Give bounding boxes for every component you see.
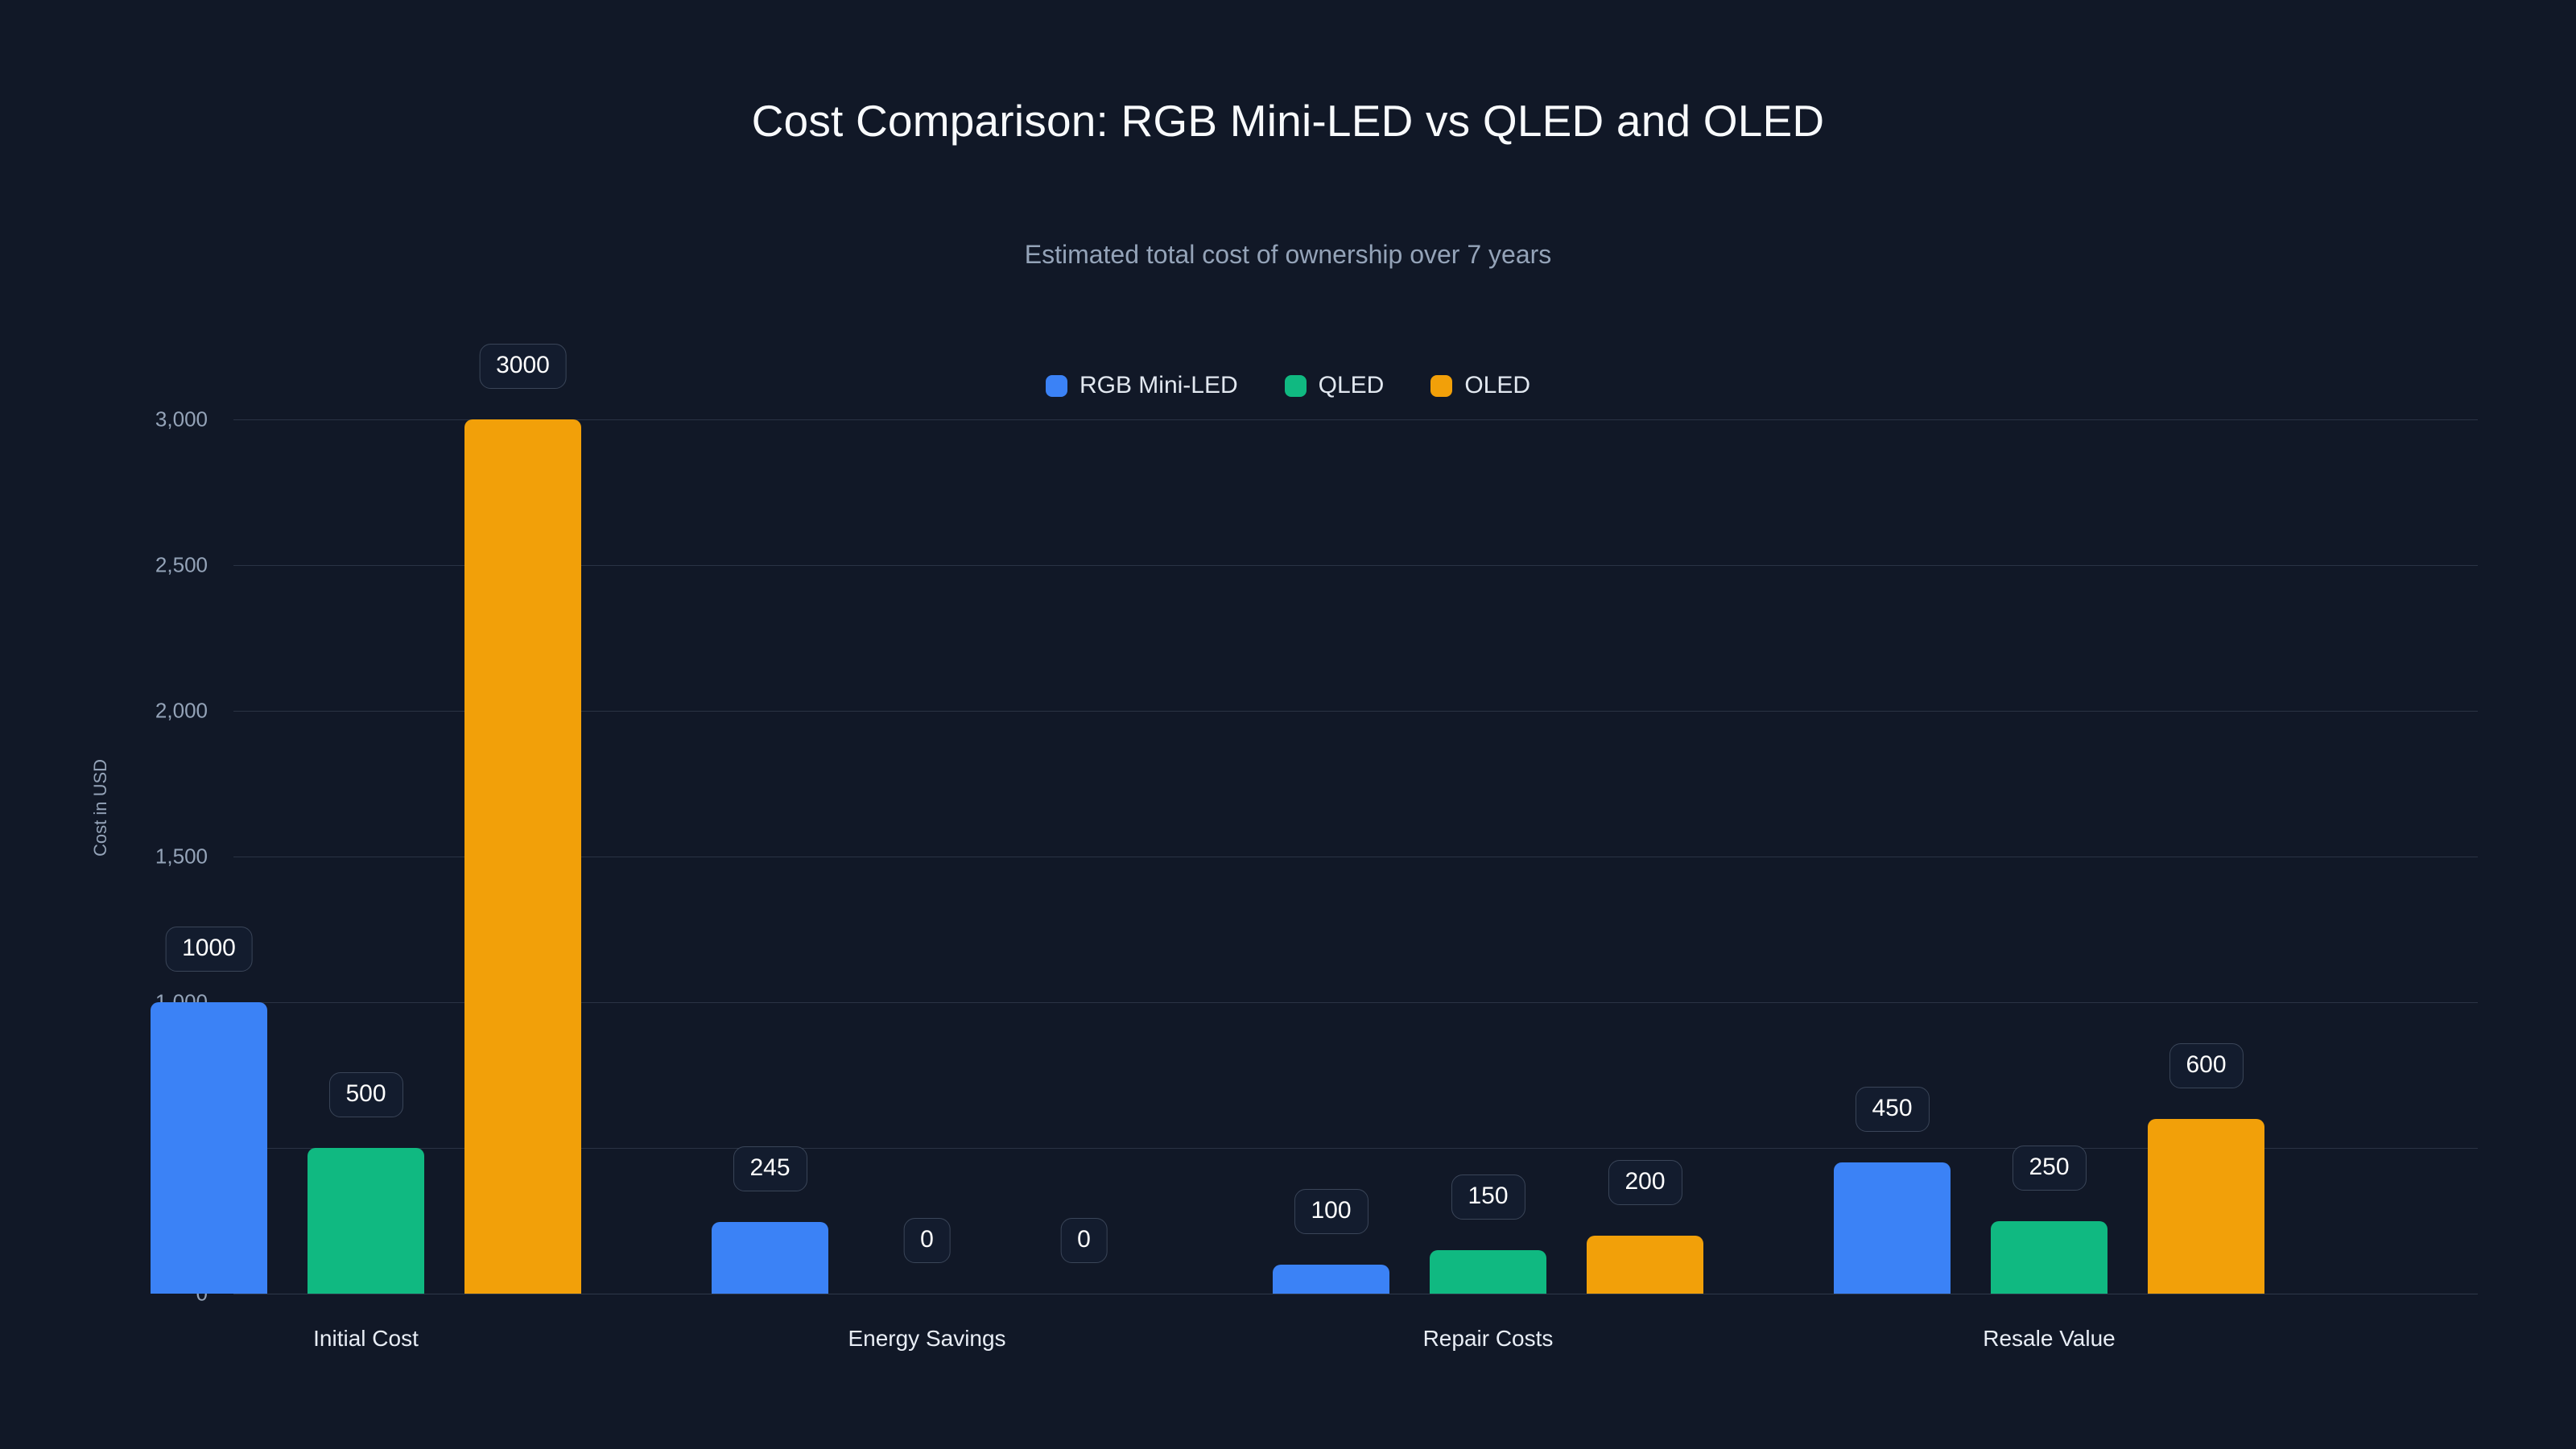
bar-value-label: 0 xyxy=(903,1218,951,1263)
chart-legend: RGB Mini-LED QLED OLED xyxy=(0,372,2576,399)
bar-value-label: 150 xyxy=(1451,1174,1525,1220)
bar-value-label: 200 xyxy=(1608,1159,1682,1205)
bar-value-label: 250 xyxy=(2012,1145,2087,1191)
bar[interactable] xyxy=(1430,1249,1546,1294)
gridline xyxy=(233,711,2478,712)
bar-value-label: 0 xyxy=(1060,1218,1108,1263)
x-axis-category-label: Repair Costs xyxy=(1422,1326,1554,1351)
gridline xyxy=(233,419,2478,420)
y-axis-tick-label: 2,000 xyxy=(155,698,208,723)
bar[interactable] xyxy=(151,1002,267,1294)
x-axis-category-label: Energy Savings xyxy=(848,1326,1006,1351)
legend-swatch-icon xyxy=(1045,374,1067,397)
x-axis-category-label: Resale Value xyxy=(1983,1326,2116,1351)
legend-label: RGB Mini-LED xyxy=(1079,372,1238,398)
x-axis-category-label: Initial Cost xyxy=(313,1326,419,1351)
y-axis-tick-label: 3,000 xyxy=(155,407,208,431)
chart-title: Cost Comparison: RGB Mini-LED vs QLED an… xyxy=(751,96,1825,146)
bar-value-label: 600 xyxy=(2169,1042,2244,1088)
y-axis-tick-label: 1,500 xyxy=(155,844,208,869)
bar-value-label: 3000 xyxy=(479,344,567,389)
y-axis-tick-label: 2,500 xyxy=(155,552,208,577)
bar[interactable] xyxy=(464,419,581,1294)
bar[interactable] xyxy=(308,1148,424,1294)
legend-label: OLED xyxy=(1464,372,1531,398)
bar-value-label: 450 xyxy=(1855,1087,1930,1133)
bar[interactable] xyxy=(2148,1118,2264,1294)
plot-area: 05001,0001,5002,0002,5003,00010005003000… xyxy=(151,344,2478,1351)
bar-value-label: 100 xyxy=(1294,1188,1368,1234)
bar[interactable] xyxy=(1834,1162,1951,1294)
bar[interactable] xyxy=(712,1222,828,1294)
legend-label: QLED xyxy=(1318,372,1385,398)
gridline xyxy=(233,1148,2478,1149)
chart-subtitle: Estimated total cost of ownership over 7… xyxy=(1024,240,1552,269)
y-axis-title: Cost in USD xyxy=(90,758,110,857)
legend-item-oled[interactable]: OLED xyxy=(1430,372,1530,399)
legend-item-rgb-mini-led[interactable]: RGB Mini-LED xyxy=(1045,372,1238,399)
legend-swatch-icon xyxy=(1284,374,1307,397)
gridline xyxy=(233,565,2478,566)
legend-item-qled[interactable]: QLED xyxy=(1284,372,1385,399)
bar[interactable] xyxy=(1587,1235,1703,1294)
bar-value-label: 245 xyxy=(733,1146,807,1192)
bar-value-label: 1000 xyxy=(165,927,253,972)
bar[interactable] xyxy=(1991,1220,2107,1294)
gridline xyxy=(233,1002,2478,1003)
bar[interactable] xyxy=(1273,1264,1389,1294)
legend-swatch-icon xyxy=(1430,374,1453,397)
bar-value-label: 500 xyxy=(328,1072,403,1117)
